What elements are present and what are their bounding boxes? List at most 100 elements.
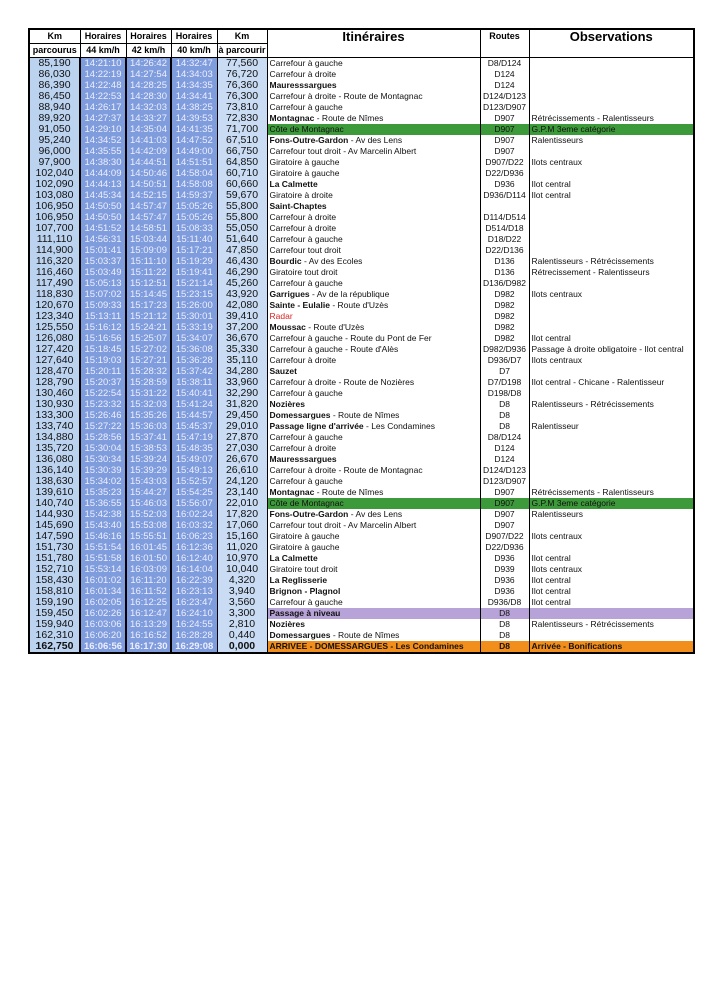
km-a-parcourir: 67,510 <box>216 135 268 146</box>
horaire-40: 15:36:08 <box>170 344 218 355</box>
horaire-44: 15:27:22 <box>79 421 127 432</box>
horaire-44: 15:05:13 <box>79 278 127 289</box>
route: D982/D936 <box>479 344 530 355</box>
itineraire-detail: - Les Condamines <box>363 421 435 431</box>
table-row: 159,190 16:02:05 16:12:25 16:23:47 3,560 Carr… <box>28 597 695 608</box>
km-a-parcourir: 34,280 <box>216 366 268 377</box>
table-row: 95,240 14:34:52 14:41:03 14:47:52 67,510 Fons… <box>28 135 695 146</box>
horaire-44: 14:45:34 <box>79 190 127 201</box>
km-a-parcourir: 29,450 <box>216 410 268 421</box>
observation <box>528 630 695 641</box>
route: D936 <box>479 575 530 586</box>
km-parcourus: 127,420 <box>28 344 81 355</box>
km-a-parcourir: 46,430 <box>216 256 268 267</box>
horaire-40: 15:40:41 <box>170 388 218 399</box>
table-row: 162,310 16:06:20 16:16:52 16:28:28 0,440 Dome… <box>28 630 695 641</box>
itineraire-detail: Carrefour à gauche <box>269 278 343 288</box>
itineraire-place: Nozières <box>269 619 305 629</box>
observation <box>528 278 695 289</box>
horaire-44: 15:30:39 <box>79 465 127 476</box>
horaire-40: 14:51:51 <box>170 157 218 168</box>
itineraire-detail: Carrefour à droite - Route de Nozières <box>269 377 415 387</box>
itineraire: Carrefour à droite - Route de Nozières <box>266 377 481 388</box>
horaire-40: 14:34:41 <box>170 91 218 102</box>
horaire-44: 15:35:23 <box>79 487 127 498</box>
table-row: 96,000 14:35:55 14:42:09 14:49:00 66,750 Carr… <box>28 146 695 157</box>
km-parcourus: 136,080 <box>28 454 81 465</box>
table-row: 116,320 15:03:37 15:11:10 15:19:29 46,430 Bou… <box>28 256 695 267</box>
km-a-parcourir: 59,670 <box>216 190 268 201</box>
horaire-44: 15:03:37 <box>79 256 127 267</box>
route: D124/D123 <box>479 91 530 102</box>
km-parcourus: 116,320 <box>28 256 81 267</box>
route: D8/D124 <box>479 57 530 69</box>
table-row: 139,610 15:35:23 15:44:27 15:54:25 23,140 Mon… <box>28 487 695 498</box>
itineraire-detail: Giratoire à gauche <box>269 168 340 178</box>
horaire-40: 15:49:07 <box>170 454 218 465</box>
route: D22/D936 <box>479 168 530 179</box>
km-a-parcourir: 27,030 <box>216 443 268 454</box>
observation <box>528 212 695 223</box>
observation <box>528 454 695 465</box>
itineraire: Giratoire à gauche <box>266 157 481 168</box>
km-a-parcourir: 0,000 <box>216 641 268 654</box>
table-row: 159,450 16:02:26 16:12:47 16:24:10 3,300 Pass… <box>28 608 695 619</box>
observation <box>528 366 695 377</box>
itineraire-place: La Reglisserie <box>269 575 328 585</box>
table-row: 111,110 14:56:31 15:03:44 15:11:40 51,640 Car… <box>28 234 695 245</box>
horaire-42: 16:01:50 <box>125 553 172 564</box>
horaire-42: 14:57:47 <box>125 201 172 212</box>
table-row: 151,730 15:51:54 16:01:45 16:12:36 11,020 Gir… <box>28 542 695 553</box>
observation: Ralentisseurs - Rétrécissements <box>528 399 695 410</box>
timetable: Km Horaires Horaires Horaires Km Itinéra… <box>28 28 695 654</box>
km-a-parcourir: 60,660 <box>216 179 268 190</box>
km-a-parcourir: 47,850 <box>216 245 268 256</box>
itineraire-place: Mauresssargues <box>269 454 337 464</box>
horaire-42: 15:53:08 <box>125 520 172 531</box>
observation: Ilot central <box>528 586 695 597</box>
horaire-44: 14:22:53 <box>79 91 127 102</box>
km-parcourus: 116,460 <box>28 267 81 278</box>
km-parcourus: 130,460 <box>28 388 81 399</box>
route: D907 <box>479 487 530 498</box>
horaire-42: 15:43:03 <box>125 476 172 487</box>
route: D907/D22 <box>479 157 530 168</box>
horaire-42: 15:28:59 <box>125 377 172 388</box>
itineraire-place: Sauzet <box>269 366 297 376</box>
horaire-40: 16:29:08 <box>170 641 218 654</box>
table-row: 162,750 16:06:56 16:17:30 16:29:08 0,000 ARRI… <box>28 641 695 654</box>
observation: Ralentisseurs <box>528 135 695 146</box>
itineraire: Radar <box>266 311 481 322</box>
itineraire-detail: Carrefour à gauche <box>269 388 343 398</box>
horaire-40: 16:14:04 <box>170 564 218 575</box>
km-a-parcourir: 17,820 <box>216 509 268 520</box>
itineraire-detail: - Route d'Uzès <box>305 322 365 332</box>
horaire-44: 14:56:31 <box>79 234 127 245</box>
route: D198/D8 <box>479 388 530 399</box>
observation <box>528 91 695 102</box>
table-row: 120,670 15:09:33 15:17:23 15:26:00 42,080 Sai… <box>28 300 695 311</box>
itineraire: Montagnac - Route de Nîmes <box>266 113 481 124</box>
km-a-parcourir: 43,920 <box>216 289 268 300</box>
horaire-40: 15:33:19 <box>170 322 218 333</box>
km-a-parcourir: 32,290 <box>216 388 268 399</box>
table-row: 91,050 14:29:10 14:35:04 14:41:35 71,700 Côte… <box>28 124 695 135</box>
observation <box>528 542 695 553</box>
km-parcourus: 96,000 <box>28 146 81 157</box>
itineraire-place: Domessargues <box>269 630 331 640</box>
itineraire-place: Fons-Outre-Gardon <box>269 135 349 145</box>
observation: Rétrécissements - Ralentisseurs <box>528 113 695 124</box>
observation <box>528 223 695 234</box>
table-row: 89,920 14:27:37 14:33:27 14:39:53 72,830 Mont… <box>28 113 695 124</box>
route: D936 <box>479 179 530 190</box>
itineraire-detail: Carrefour tout droit <box>269 245 341 255</box>
route: D136 <box>479 267 530 278</box>
horaire-42: 15:11:10 <box>125 256 172 267</box>
observation <box>528 102 695 113</box>
table-row: 135,720 15:30:04 15:38:53 15:48:35 27,030 Car… <box>28 443 695 454</box>
horaire-44: 14:26:17 <box>79 102 127 113</box>
km-parcourus: 128,790 <box>28 377 81 388</box>
itineraire: Giratoire tout droit <box>266 267 481 278</box>
horaire-40: 15:21:14 <box>170 278 218 289</box>
horaire-40: 14:59:37 <box>170 190 218 201</box>
